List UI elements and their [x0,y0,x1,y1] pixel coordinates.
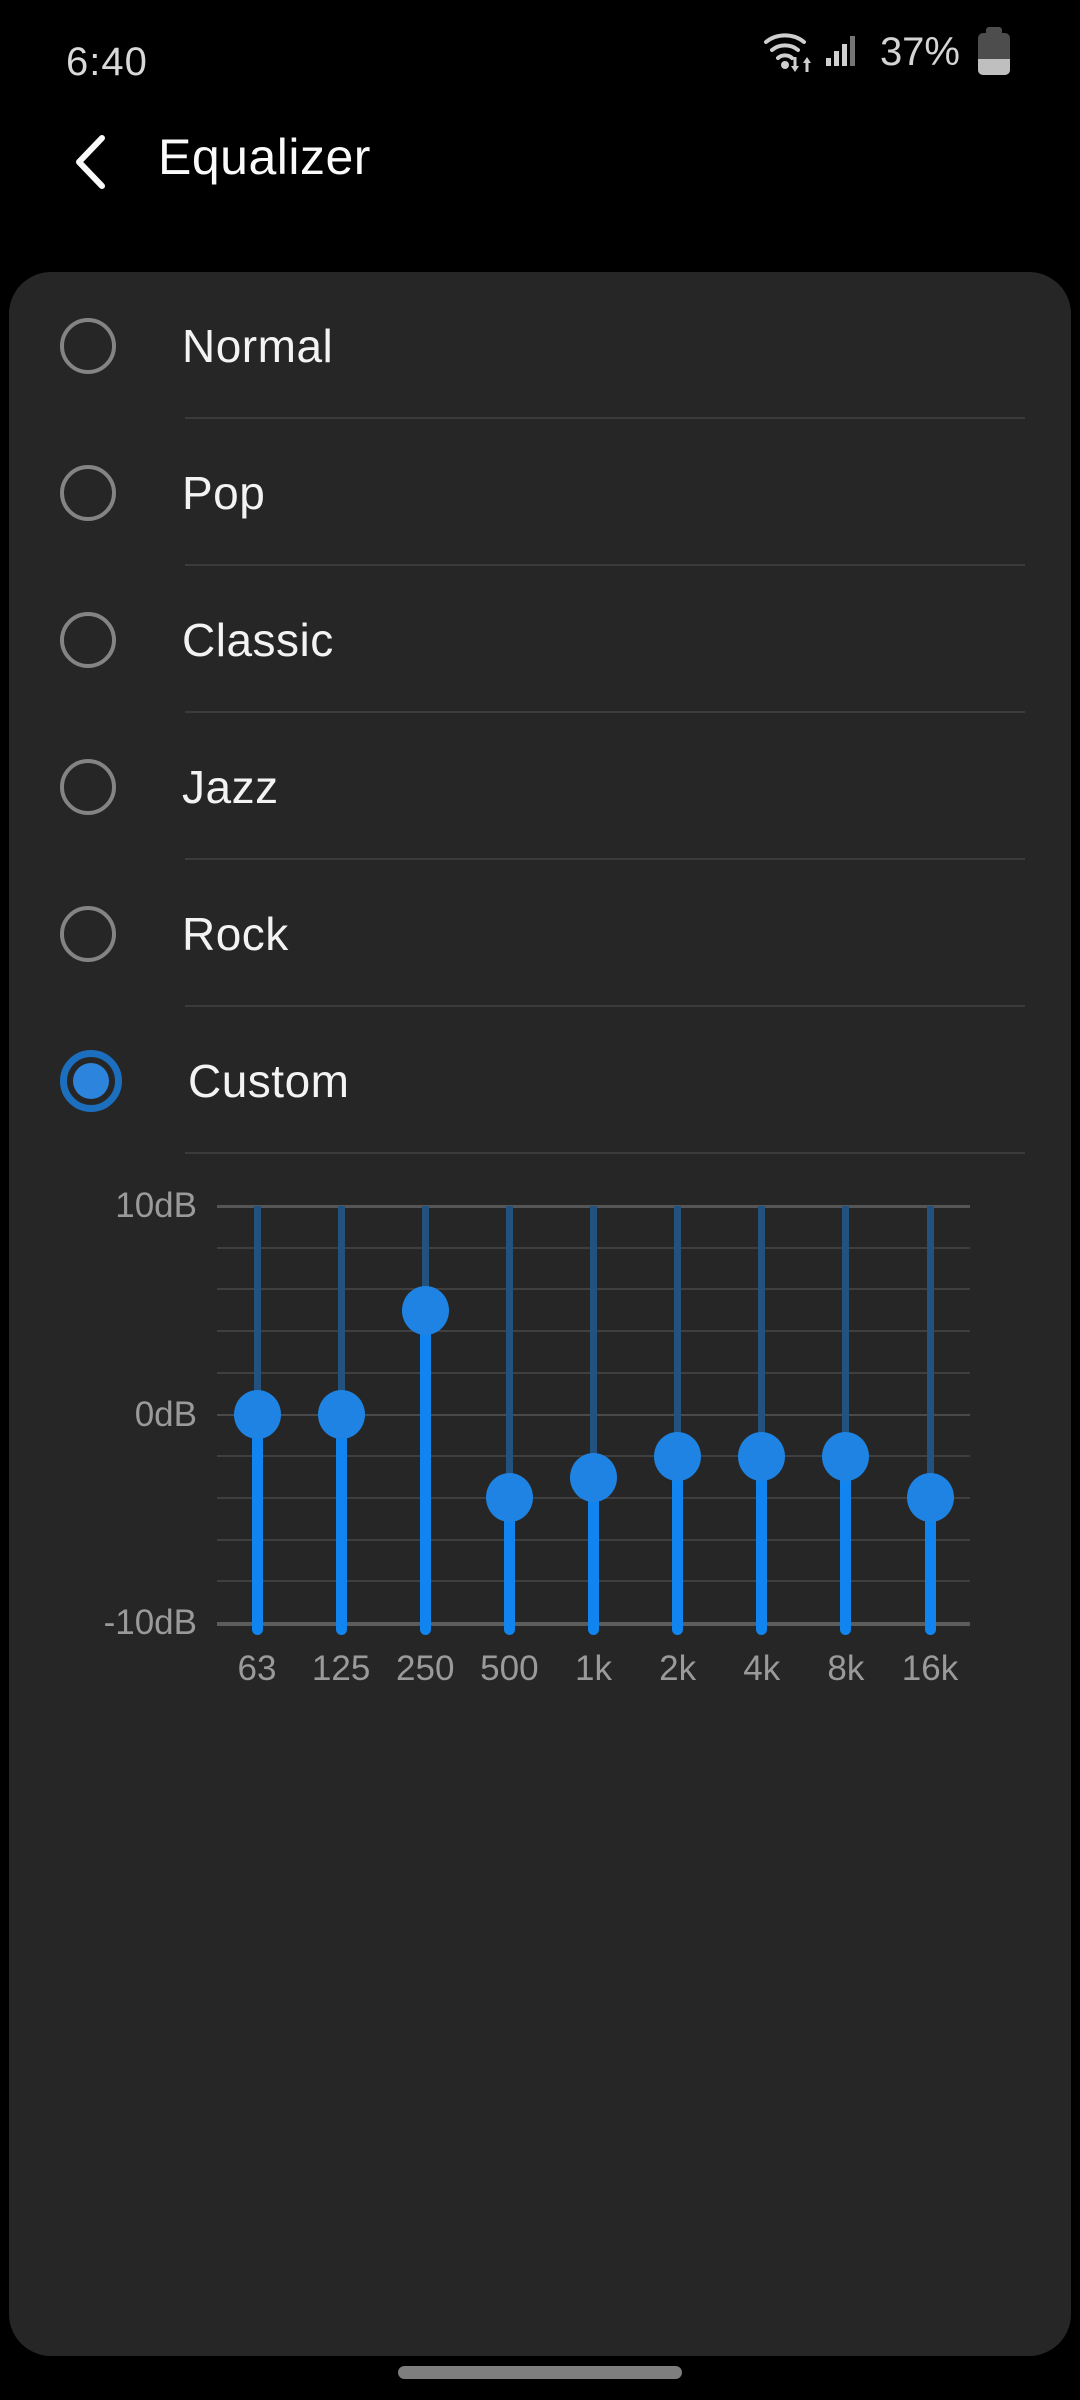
eq-track-lower-1k[interactable] [588,1477,599,1635]
eq-track-upper-2k[interactable] [674,1206,682,1457]
eq-knob-4k[interactable] [738,1431,786,1481]
eq-track-upper-500[interactable] [505,1206,513,1498]
eq-knob-250[interactable] [401,1285,449,1335]
eq-track-lower-125[interactable] [335,1414,347,1635]
eq-track-lower-4k[interactable] [756,1456,768,1635]
x-axis-label-1k: 1k [575,1649,612,1688]
x-axis-label-250: 250 [396,1649,455,1688]
signal-icon [825,30,860,75]
eq-track-upper-16k[interactable] [926,1206,934,1498]
preset-list: Normal Pop Classic Jazz Rock [9,272,1071,1154]
radio-button[interactable] [60,464,116,521]
preset-label: Pop [182,466,266,519]
back-button[interactable] [58,126,122,202]
eq-knob-2k[interactable] [654,1431,702,1481]
row-divider [185,711,1025,713]
eq-track-upper-1k[interactable] [590,1206,597,1478]
row-divider [185,1152,1025,1154]
radio-button[interactable] [60,905,116,962]
row-divider [185,417,1025,419]
status-bar: 6:40 [0,0,1080,110]
page-title: Equalizer [158,129,371,185]
eq-track-upper-125[interactable] [337,1206,345,1415]
eq-knob-500[interactable] [485,1473,533,1523]
preset-row-custom[interactable]: Custom [9,1007,1071,1154]
eq-knob-63[interactable] [233,1390,281,1439]
battery-icon [978,27,1010,77]
preset-label: Classic [182,613,334,666]
eq-track-upper-250[interactable] [421,1206,429,1311]
eq-knob-1k[interactable] [570,1452,617,1502]
eq-track-upper-63[interactable] [253,1206,261,1415]
eq-knob-8k[interactable] [822,1431,870,1481]
battery-percent-text: 37% [879,29,960,74]
radio-button[interactable] [60,1049,122,1112]
radio-button[interactable] [60,758,116,815]
eq-track-upper-8k[interactable] [842,1206,850,1457]
eq-track-upper-4k[interactable] [758,1206,766,1457]
preset-label: Custom [188,1054,350,1107]
radio-button[interactable] [60,611,116,668]
y-axis-label--10dB: -10dB [103,1603,197,1642]
x-axis-label-500: 500 [480,1649,539,1688]
eq-track-lower-16k[interactable] [924,1497,936,1635]
eq-track-lower-8k[interactable] [840,1456,852,1635]
home-indicator[interactable] [398,2366,682,2379]
row-divider [185,858,1025,860]
y-axis-label-0dB: 0dB [134,1395,197,1434]
eq-plot [217,1205,970,1635]
battery-fill [978,59,1010,75]
eq-knob-16k[interactable] [906,1473,954,1523]
eq-track-lower-63[interactable] [251,1414,263,1635]
preset-label: Jazz [182,760,279,813]
app-header: Equalizer [0,118,1080,208]
radio-button[interactable] [60,317,116,374]
chevron-left-icon [71,132,109,197]
x-axis-label-125: 125 [311,1649,371,1688]
eq-track-lower-500[interactable] [503,1497,515,1635]
y-axis-label-10dB: 10dB [115,1186,197,1225]
preset-row-jazz[interactable]: Jazz [9,713,1071,860]
x-axis-label-4k: 4k [743,1649,781,1688]
status-icons: 37% [762,24,1010,80]
preset-row-classic[interactable]: Classic [9,566,1071,713]
settings-card: Normal Pop Classic Jazz Rock [9,272,1071,2356]
x-axis-label-2k: 2k [659,1649,697,1688]
x-axis-label-8k: 8k [827,1649,865,1688]
eq-track-lower-250[interactable] [419,1310,431,1635]
preset-label: Normal [182,319,334,372]
row-divider [185,1005,1025,1007]
preset-row-rock[interactable]: Rock [9,860,1071,1007]
eq-track-lower-2k[interactable] [672,1456,684,1635]
x-axis-label-63: 63 [237,1649,277,1688]
status-time: 6:40 [66,40,148,84]
eq-knob-125[interactable] [317,1390,365,1439]
preset-row-pop[interactable]: Pop [9,419,1071,566]
preset-row-normal[interactable]: Normal [9,272,1071,419]
row-divider [185,564,1025,566]
preset-label: Rock [182,907,289,960]
x-axis-label-16k: 16k [901,1649,959,1688]
wifi-icon [762,27,814,78]
equalizer-chart: 10dB 0dB -10dB 63 125 250 500 1k 2k 4k 8k 16k [9,1186,1071,1806]
